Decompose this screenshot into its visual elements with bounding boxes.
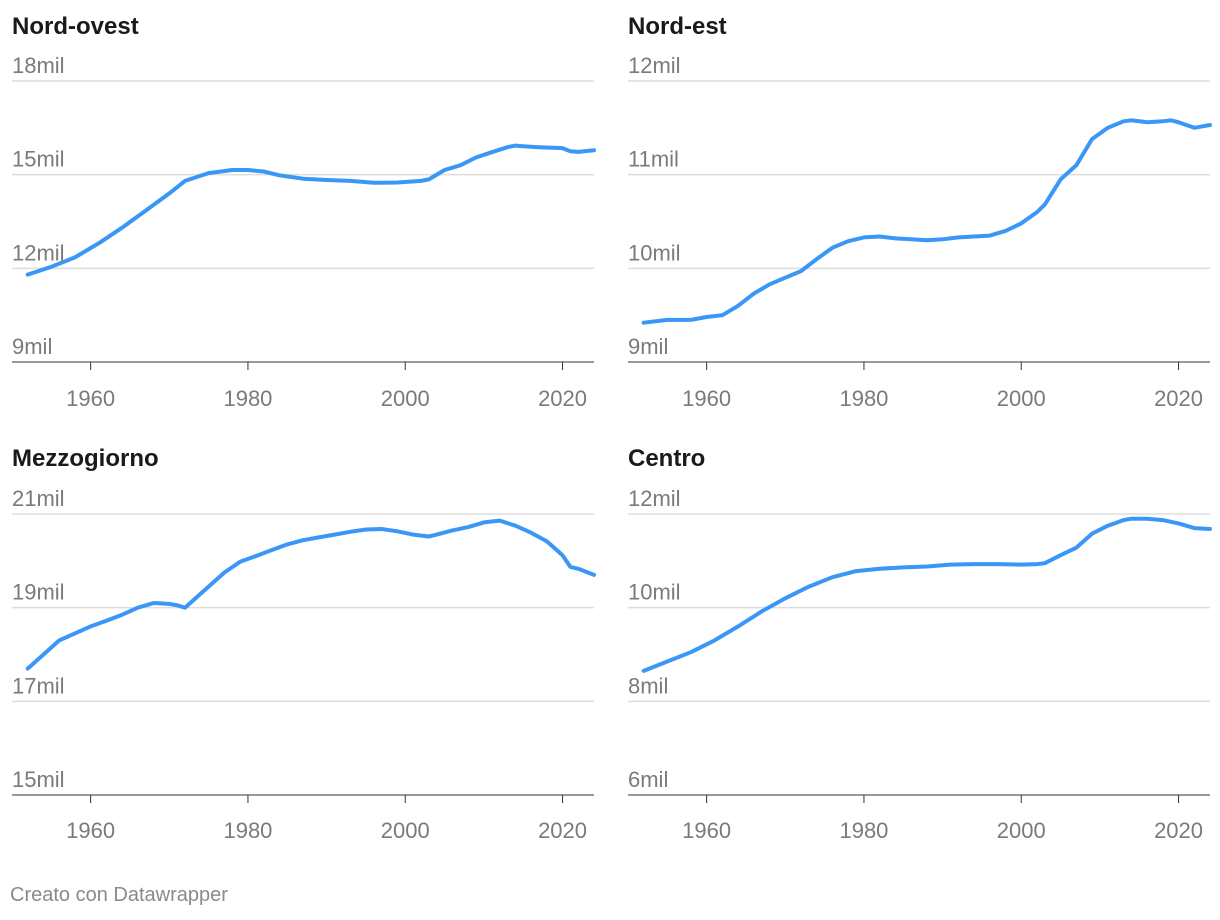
x-tick-label: 1960 <box>682 818 731 843</box>
y-tick-label: 21mil <box>12 486 65 511</box>
x-tick-label: 2000 <box>997 386 1046 411</box>
y-tick-label: 15mil <box>12 767 65 792</box>
panel-mezzogiorno: Mezzogiorno 15mil 17mil 19mil 21mil 1960 1980 2… <box>12 445 596 843</box>
y-tick-label: 15mil <box>12 147 65 172</box>
panel-title: Nord-est <box>628 13 727 40</box>
y-tick-label: 6mil <box>628 767 668 792</box>
y-tick-label: 9mil <box>628 334 668 359</box>
y-tick-label: 11mil <box>628 147 679 172</box>
y-tick-label: 12mil <box>628 486 681 511</box>
x-tick-label: 1980 <box>223 818 272 843</box>
panel-nord-est: Nord-est 9mil 10mil 11mil 12mil 1960 1980 2000 2… <box>628 13 1212 411</box>
x-tick-label: 2000 <box>997 818 1046 843</box>
y-tick-label: 8mil <box>628 673 668 698</box>
x-tick-label: 2020 <box>1154 818 1203 843</box>
panel-centro: Centro 6mil 8mil 10mil 12mil 1960 1980 2000 2020 <box>628 445 1212 843</box>
panel-title: Nord-ovest <box>12 13 139 40</box>
x-tick-label: 2020 <box>538 386 587 411</box>
series-line-centro <box>641 516 1212 673</box>
x-tick-label: 2020 <box>1154 386 1203 411</box>
x-tick-label: 1960 <box>682 386 731 411</box>
y-tick-label: 18mil <box>12 53 65 78</box>
x-tick-label: 2020 <box>538 818 587 843</box>
x-tick-label: 2000 <box>381 386 430 411</box>
panel-title: Mezzogiorno <box>12 445 159 472</box>
x-tick-label: 1980 <box>839 818 888 843</box>
footer-credit: Creato con Datawrapper <box>10 884 228 906</box>
y-tick-label: 9mil <box>12 334 52 359</box>
y-tick-label: 12mil <box>12 240 65 265</box>
panel-title: Centro <box>628 445 705 472</box>
charts-figure: Nord-ovest 9mil 12mil 15mil 18mil 1960 1980 200… <box>12 13 1212 843</box>
series-line-nord-ovest <box>25 143 596 277</box>
y-tick-label: 17mil <box>12 673 65 698</box>
y-tick-label: 12mil <box>628 53 681 78</box>
y-tick-label: 10mil <box>628 240 681 265</box>
y-tick-label: 10mil <box>628 580 681 605</box>
x-tick-label: 1980 <box>839 386 888 411</box>
panel-nord-ovest: Nord-ovest 9mil 12mil 15mil 18mil 1960 1980 200… <box>12 13 596 411</box>
x-tick-label: 1980 <box>223 386 272 411</box>
y-tick-label: 19mil <box>12 580 65 605</box>
series-line-nord-est <box>641 118 1212 325</box>
x-tick-label: 1960 <box>66 818 115 843</box>
x-tick-label: 1960 <box>66 386 115 411</box>
x-tick-label: 2000 <box>381 818 430 843</box>
series-line-mezzogiorno <box>25 518 596 671</box>
